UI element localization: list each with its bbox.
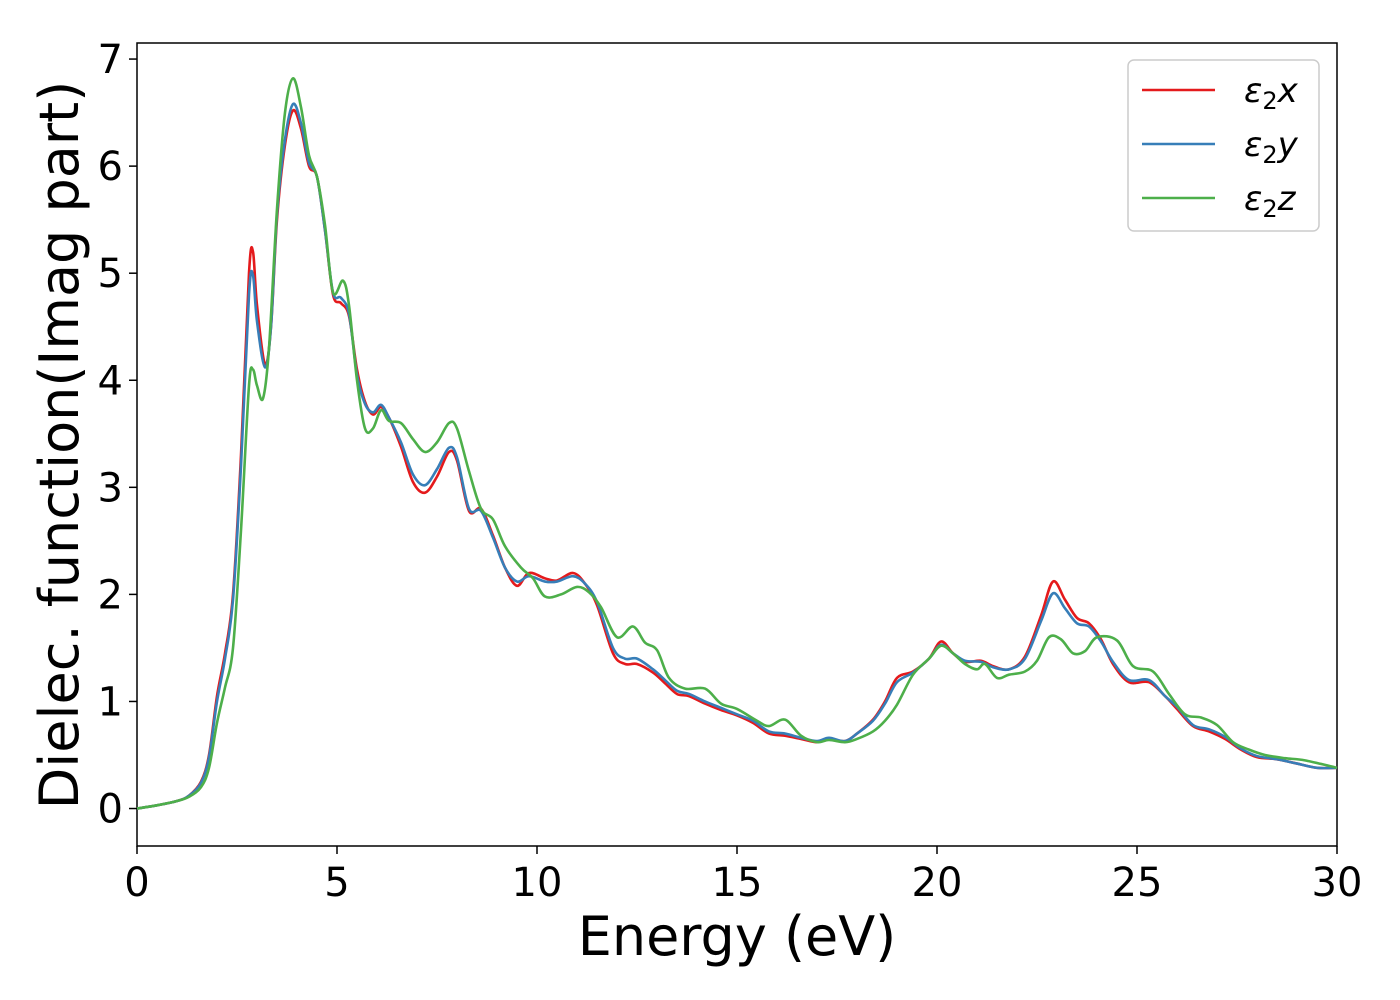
y-tick-label: 7	[98, 37, 123, 83]
y-tick-label: 1	[98, 679, 123, 725]
x-axis-ticks: 0 5 10 15 20 25 30	[124, 846, 1362, 906]
x-axis-label: Energy (eV)	[578, 905, 897, 968]
legend: ε2x ε2y ε2z	[1127, 59, 1320, 232]
y-tick-label: 6	[98, 144, 123, 190]
y-axis-ticks: 0 1 2 3 4 5 6 7	[98, 37, 137, 833]
series-line-z	[136, 77, 1338, 810]
x-tick-label: 20	[912, 860, 963, 906]
y-tick-label: 2	[98, 572, 123, 618]
series-lines	[136, 77, 1338, 810]
x-tick-label: 25	[1112, 860, 1163, 906]
x-tick-label: 0	[124, 860, 149, 906]
y-tick-label: 4	[98, 358, 123, 404]
legend-box	[1127, 59, 1320, 232]
x-tick-label: 10	[512, 860, 563, 906]
x-tick-label: 5	[324, 860, 349, 906]
legend-label-x: ε2x	[1244, 71, 1299, 115]
x-tick-label: 15	[712, 860, 763, 906]
y-tick-label: 3	[98, 465, 123, 511]
y-tick-label: 5	[98, 251, 123, 297]
legend-label-y: ε2y	[1244, 125, 1299, 169]
x-tick-label: 30	[1312, 860, 1363, 906]
legend-label-z: ε2z	[1244, 179, 1297, 223]
y-axis-label: Dielec. function(Imag part)	[28, 81, 91, 810]
y-tick-label: 0	[98, 787, 123, 833]
